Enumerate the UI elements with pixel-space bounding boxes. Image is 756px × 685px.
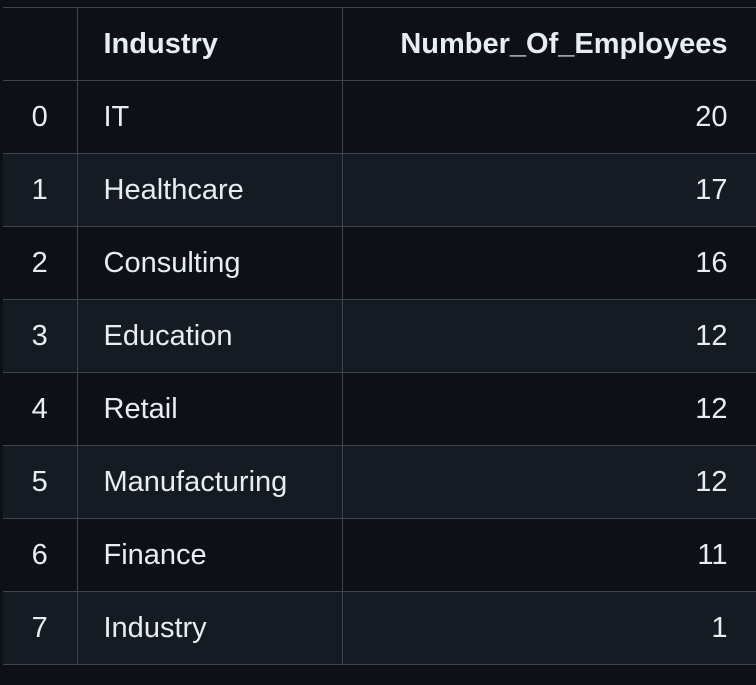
row-index: 6: [3, 518, 78, 592]
row-index: 1: [3, 153, 78, 227]
row-industry: Finance: [76, 518, 343, 592]
table-row: 3 Education 12: [3, 299, 756, 373]
row-industry: Retail: [76, 372, 343, 446]
table-row: 5 Manufacturing 12: [3, 445, 756, 519]
table-row: 1 Healthcare 17: [3, 153, 756, 227]
row-employees: 1: [341, 591, 756, 665]
row-industry: Education: [76, 299, 343, 373]
header-index: [3, 7, 78, 81]
row-index: 0: [3, 80, 78, 154]
row-employees: 16: [341, 226, 756, 300]
row-index: 5: [3, 445, 78, 519]
table-row: 7 Industry 1: [3, 591, 756, 665]
row-industry: Consulting: [76, 226, 343, 300]
data-table-container: Industry Number_Of_Employees 0 IT 20 1 H…: [0, 7, 756, 685]
industry-employees-table: Industry Number_Of_Employees 0 IT 20 1 H…: [3, 7, 756, 665]
row-index: 2: [3, 226, 78, 300]
row-employees: 20: [341, 80, 756, 154]
row-industry: Manufacturing: [76, 445, 343, 519]
table-row: 0 IT 20: [3, 80, 756, 154]
header-number-of-employees: Number_Of_Employees: [341, 7, 756, 81]
table-header-row: Industry Number_Of_Employees: [3, 7, 756, 81]
table-row: 6 Finance 11: [3, 518, 756, 592]
row-index: 4: [3, 372, 78, 446]
row-employees: 11: [341, 518, 756, 592]
row-industry: Healthcare: [76, 153, 343, 227]
row-index: 7: [3, 591, 78, 665]
header-industry: Industry: [76, 7, 343, 81]
row-employees: 12: [341, 445, 756, 519]
row-industry: IT: [76, 80, 343, 154]
table-row: 2 Consulting 16: [3, 226, 756, 300]
row-employees: 12: [341, 299, 756, 373]
row-industry: Industry: [76, 591, 343, 665]
row-index: 3: [3, 299, 78, 373]
table-row: 4 Retail 12: [3, 372, 756, 446]
row-employees: 17: [341, 153, 756, 227]
row-employees: 12: [341, 372, 756, 446]
